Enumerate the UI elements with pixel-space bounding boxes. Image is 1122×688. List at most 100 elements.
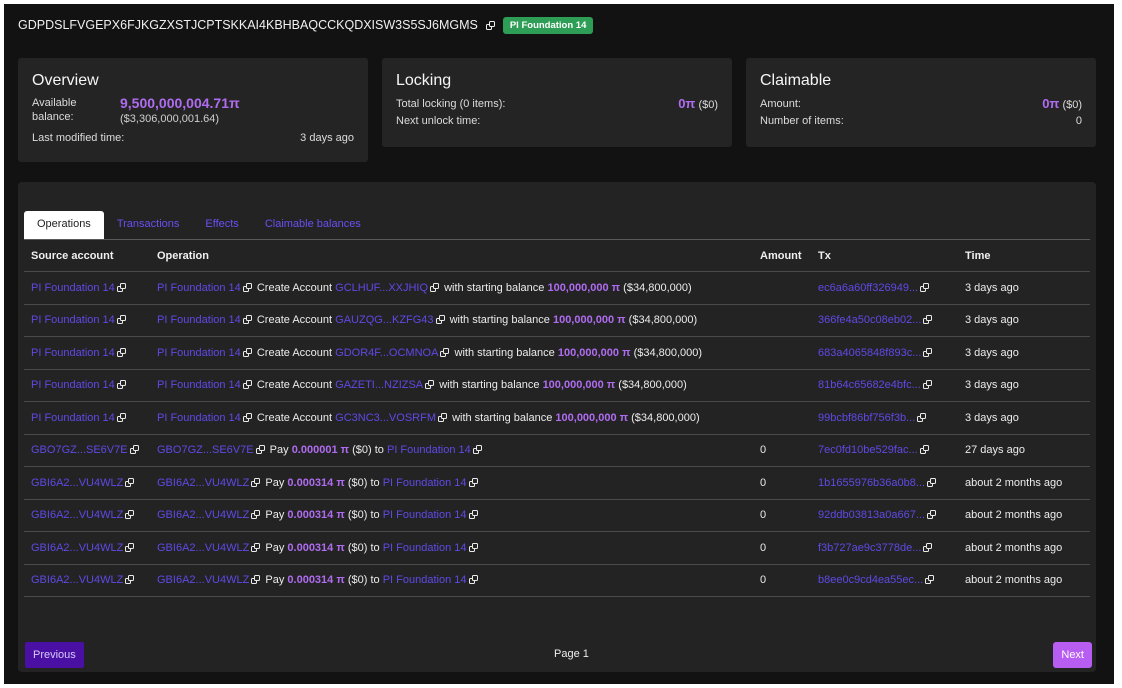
operation-target-link[interactable]: GC3NC3...VOSRFM bbox=[335, 411, 436, 424]
source-account-cell: PI Foundation 14 bbox=[24, 336, 150, 370]
tx-link[interactable]: 366fe4a50c08eb02... bbox=[818, 314, 922, 327]
copy-icon[interactable] bbox=[116, 347, 126, 357]
tab-effects[interactable]: Effects bbox=[205, 218, 239, 230]
source-account-link[interactable]: GBI6A2...VU4WLZ bbox=[31, 476, 124, 489]
copy-icon[interactable] bbox=[242, 282, 252, 292]
operation-target-link[interactable]: PI Foundation 14 bbox=[382, 541, 467, 554]
operation-cell: PI Foundation 14 Create Account GAZETI..… bbox=[150, 369, 760, 402]
operation-target-link[interactable]: PI Foundation 14 bbox=[386, 444, 471, 457]
copy-icon[interactable] bbox=[242, 380, 252, 390]
time-cell: 3 days ago bbox=[958, 336, 1090, 370]
copy-icon[interactable] bbox=[116, 282, 126, 292]
tx-link[interactable]: 683a4065848f893c... bbox=[818, 346, 922, 359]
copy-icon[interactable] bbox=[468, 510, 478, 520]
operation-source-link[interactable]: PI Foundation 14 bbox=[157, 314, 241, 327]
tx-cell: 7ec0fd10be529fac... bbox=[811, 434, 958, 467]
operation-target-link[interactable]: PI Foundation 14 bbox=[382, 574, 467, 587]
copy-icon[interactable] bbox=[242, 412, 252, 422]
copy-icon[interactable] bbox=[485, 20, 495, 30]
copy-icon[interactable] bbox=[242, 315, 252, 325]
source-account-link[interactable]: GBO7GZ...SE6V7E bbox=[31, 444, 128, 457]
tx-link[interactable]: 7ec0fd10be529fac... bbox=[818, 444, 918, 457]
copy-icon[interactable] bbox=[468, 575, 478, 585]
copy-icon[interactable] bbox=[116, 315, 126, 325]
operation-to: to bbox=[374, 444, 384, 457]
copy-icon[interactable] bbox=[472, 445, 482, 455]
copy-icon[interactable] bbox=[125, 510, 135, 520]
next-page-button[interactable]: Next bbox=[1053, 642, 1092, 668]
operation-suffix: with starting balance bbox=[452, 411, 553, 424]
source-account-link[interactable]: PI Foundation 14 bbox=[31, 346, 115, 359]
source-account-link[interactable]: PI Foundation 14 bbox=[31, 411, 115, 424]
operation-source-link[interactable]: PI Foundation 14 bbox=[157, 281, 241, 294]
copy-icon[interactable] bbox=[925, 575, 935, 585]
tx-link[interactable]: 1b1655976b36a0b8... bbox=[818, 476, 926, 489]
copy-icon[interactable] bbox=[917, 412, 927, 422]
operation-target-link[interactable]: PI Foundation 14 bbox=[382, 509, 467, 522]
copy-icon[interactable] bbox=[251, 575, 261, 585]
copy-icon[interactable] bbox=[923, 315, 933, 325]
copy-icon[interactable] bbox=[242, 347, 252, 357]
last-modified-value: 3 days ago bbox=[300, 132, 354, 144]
copy-icon[interactable] bbox=[116, 380, 126, 390]
copy-icon[interactable] bbox=[425, 380, 435, 390]
copy-icon[interactable] bbox=[919, 445, 929, 455]
operation-source-link[interactable]: GBO7GZ...SE6V7E bbox=[157, 444, 254, 457]
operation-source-link[interactable]: GBI6A2...VU4WLZ bbox=[157, 476, 250, 489]
tab-transactions[interactable]: Transactions bbox=[116, 218, 180, 230]
table-row: PI Foundation 14 PI Foundation 14 Create … bbox=[24, 304, 1090, 337]
source-account-link[interactable]: GBI6A2...VU4WLZ bbox=[31, 541, 124, 554]
copy-icon[interactable] bbox=[923, 542, 933, 552]
claimable-card: Claimable Amount: 0π ($0) Number of item… bbox=[746, 58, 1096, 147]
tx-link[interactable]: 92ddb03813a0a667... bbox=[818, 509, 926, 522]
operation-target-link[interactable]: PI Foundation 14 bbox=[382, 476, 467, 489]
copy-icon[interactable] bbox=[435, 315, 445, 325]
tx-link[interactable]: f3b727ae9c3778de... bbox=[818, 541, 922, 554]
copy-icon[interactable] bbox=[922, 380, 932, 390]
copy-icon[interactable] bbox=[125, 477, 135, 487]
operation-target-link[interactable]: GAZETI...NZIZSA bbox=[335, 379, 424, 392]
copy-icon[interactable] bbox=[920, 282, 930, 292]
copy-icon[interactable] bbox=[468, 477, 478, 487]
copy-icon[interactable] bbox=[251, 510, 261, 520]
copy-icon[interactable] bbox=[923, 347, 933, 357]
copy-icon[interactable] bbox=[438, 412, 447, 422]
source-account-link[interactable]: GBI6A2...VU4WLZ bbox=[31, 509, 124, 522]
operation-source-link[interactable]: GBI6A2...VU4WLZ bbox=[157, 574, 250, 587]
tx-link[interactable]: ec6a6a60ff326949... bbox=[818, 281, 919, 294]
copy-icon[interactable] bbox=[125, 542, 135, 552]
copy-icon[interactable] bbox=[440, 347, 450, 357]
source-account-link[interactable]: GBI6A2...VU4WLZ bbox=[31, 574, 124, 587]
copy-icon[interactable] bbox=[927, 510, 937, 520]
tx-link[interactable]: 81b64c65682e4bfc... bbox=[818, 379, 921, 392]
operation-source-link[interactable]: PI Foundation 14 bbox=[157, 411, 241, 424]
operation-pi-amount: 100,000,000 π bbox=[552, 314, 626, 327]
operation-source-link[interactable]: PI Foundation 14 bbox=[157, 379, 241, 392]
tab-claimable-balances[interactable]: Claimable balances bbox=[264, 218, 361, 230]
copy-icon[interactable] bbox=[129, 445, 139, 455]
copy-icon[interactable] bbox=[251, 542, 261, 552]
source-account-cell: PI Foundation 14 bbox=[24, 401, 150, 435]
copy-icon[interactable] bbox=[927, 477, 937, 487]
copy-icon[interactable] bbox=[116, 412, 126, 422]
previous-page-button[interactable]: Previous bbox=[25, 642, 84, 668]
copy-icon[interactable] bbox=[251, 477, 261, 487]
operation-target-link[interactable]: GAUZQG...KZFG43 bbox=[335, 314, 434, 327]
operation-target-link[interactable]: GCLHUF...XXJHIQ bbox=[335, 281, 429, 294]
operation-source-link[interactable]: GBI6A2...VU4WLZ bbox=[157, 509, 250, 522]
operation-cell: PI Foundation 14 Create Account GDOR4F..… bbox=[150, 336, 760, 370]
tx-link[interactable]: 99bcbf86bf756f3b... bbox=[818, 411, 916, 424]
copy-icon[interactable] bbox=[468, 542, 478, 552]
copy-icon[interactable] bbox=[430, 282, 440, 292]
operation-target-link[interactable]: GDOR4F...OCMNOA bbox=[335, 346, 439, 359]
source-account-link[interactable]: PI Foundation 14 bbox=[31, 281, 115, 294]
copy-icon[interactable] bbox=[255, 445, 265, 455]
operation-source-link[interactable]: PI Foundation 14 bbox=[157, 346, 241, 359]
operation-source-link[interactable]: GBI6A2...VU4WLZ bbox=[157, 541, 250, 554]
tx-link[interactable]: b8ee0c9cd4ea55ec... bbox=[818, 574, 924, 587]
copy-icon[interactable] bbox=[125, 575, 135, 585]
source-account-link[interactable]: PI Foundation 14 bbox=[31, 379, 115, 392]
operation-pi-amount: 100,000,000 π bbox=[542, 379, 616, 392]
source-account-link[interactable]: PI Foundation 14 bbox=[31, 314, 115, 327]
tab-operations[interactable]: Operations bbox=[24, 211, 104, 239]
